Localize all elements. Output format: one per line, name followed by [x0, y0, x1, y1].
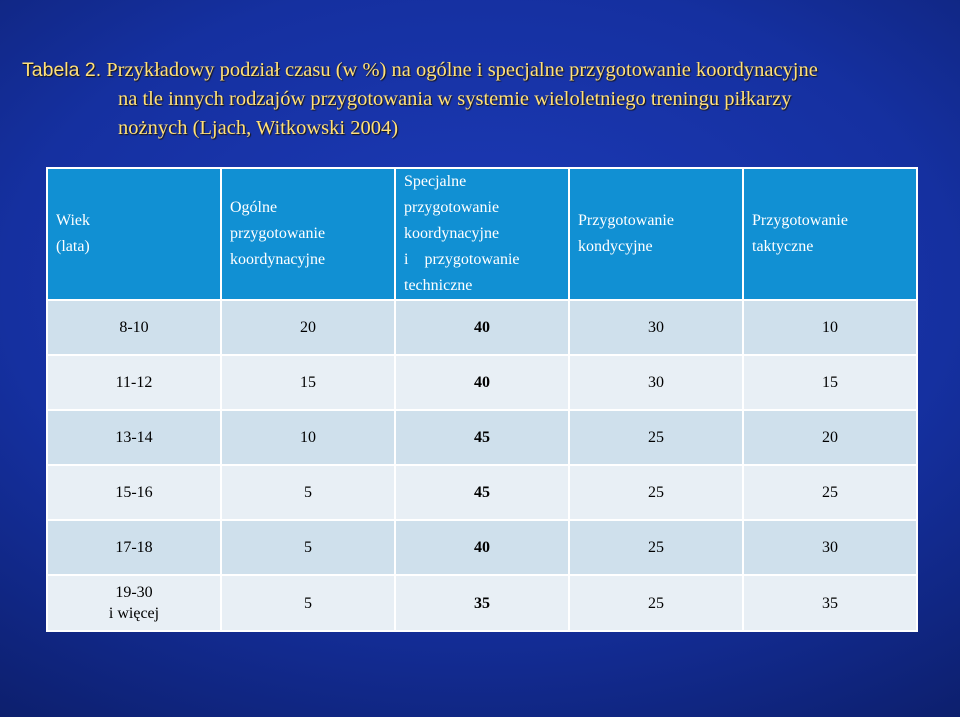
header-age: Wiek (lata)	[46, 167, 222, 301]
cell-tactical: 25	[742, 464, 918, 521]
cell-age-line-2: i więcej	[108, 605, 160, 622]
header-general-line-3: koordynacyjne	[230, 251, 326, 268]
header-special-line-2: przygotowanie	[404, 199, 500, 216]
cell-tactical: 15	[742, 354, 918, 411]
cell-general: 10	[220, 409, 396, 466]
header-special-line-3: koordynacyjne	[404, 225, 500, 242]
header-special-coordination: Specjalne przygotowanie koordynacyjne i …	[394, 167, 570, 301]
cell-special: 45	[394, 409, 570, 466]
caption-label: Tabela 2.	[22, 59, 102, 81]
cell-general: 5	[220, 464, 396, 521]
header-special-line-5: techniczne	[404, 277, 473, 294]
caption-line-3: nożnych (Ljach, Witkowski 2004)	[118, 117, 399, 139]
table-row: 15-16 5 45 25 25	[46, 464, 918, 521]
cell-tactical: 30	[742, 519, 918, 576]
table-row: 19-30 i więcej 5 35 25 35	[46, 574, 918, 632]
cell-condition: 30	[568, 299, 744, 356]
cell-condition: 30	[568, 354, 744, 411]
cell-special: 35	[394, 574, 570, 632]
table-row: 17-18 5 40 25 30	[46, 519, 918, 576]
header-special-line-1: Specjalne	[404, 173, 467, 190]
cell-special: 45	[394, 464, 570, 521]
caption-line-2: na tle innych rodzajów przygotowania w s…	[118, 88, 792, 110]
header-tactical-line-1: Przygotowanie	[752, 212, 848, 229]
header-age-line-1: Wiek	[56, 212, 91, 229]
cell-age: 13-14	[46, 409, 222, 466]
header-tactical-line-2: taktyczne	[752, 238, 814, 255]
caption-line-1: Tabela 2. Przykładowy podział czasu (w %…	[22, 56, 942, 85]
table-row: 8-10 20 40 30 10	[46, 299, 918, 356]
cell-age: 19-30 i więcej	[46, 574, 222, 632]
cell-general: 15	[220, 354, 396, 411]
header-row: Wiek (lata) Ogólne przygotowanie koordyn…	[46, 167, 918, 301]
cell-age: 17-18	[46, 519, 222, 576]
cell-age: 8-10	[46, 299, 222, 356]
header-general-line-2: przygotowanie	[230, 225, 326, 242]
cell-condition: 25	[568, 464, 744, 521]
header-condition-line-1: Przygotowanie	[578, 212, 674, 229]
header-condition-line-2: kondycyjne	[578, 238, 653, 255]
cell-general: 20	[220, 299, 396, 356]
table-row: 13-14 10 45 25 20	[46, 409, 918, 466]
header-conditioning: Przygotowanie kondycyjne	[568, 167, 744, 301]
cell-special: 40	[394, 519, 570, 576]
header-general-line-1: Ogólne	[230, 199, 278, 216]
cell-age: 11-12	[46, 354, 222, 411]
cell-special: 40	[394, 299, 570, 356]
cell-tactical: 10	[742, 299, 918, 356]
cell-tactical: 20	[742, 409, 918, 466]
cell-condition: 25	[568, 409, 744, 466]
header-tactical: Przygotowanie taktyczne	[742, 167, 918, 301]
table-row: 11-12 15 40 30 15	[46, 354, 918, 411]
cell-general: 5	[220, 519, 396, 576]
cell-general: 5	[220, 574, 396, 632]
cell-condition: 25	[568, 574, 744, 632]
training-time-table: Wiek (lata) Ogólne przygotowanie koordyn…	[46, 167, 918, 632]
caption-text: Przykładowy podział czasu (w %) na ogóln…	[101, 59, 818, 81]
table-caption: Tabela 2. Przykładowy podział czasu (w %…	[22, 56, 942, 143]
cell-condition: 25	[568, 519, 744, 576]
cell-tactical: 35	[742, 574, 918, 632]
header-special-line-4: i przygotowanie	[404, 251, 520, 268]
header-general-coordination: Ogólne przygotowanie koordynacyjne	[220, 167, 396, 301]
cell-age-line-1: 19-30	[115, 584, 153, 601]
header-age-line-2: (lata)	[56, 238, 90, 255]
cell-special: 40	[394, 354, 570, 411]
cell-age: 15-16	[46, 464, 222, 521]
